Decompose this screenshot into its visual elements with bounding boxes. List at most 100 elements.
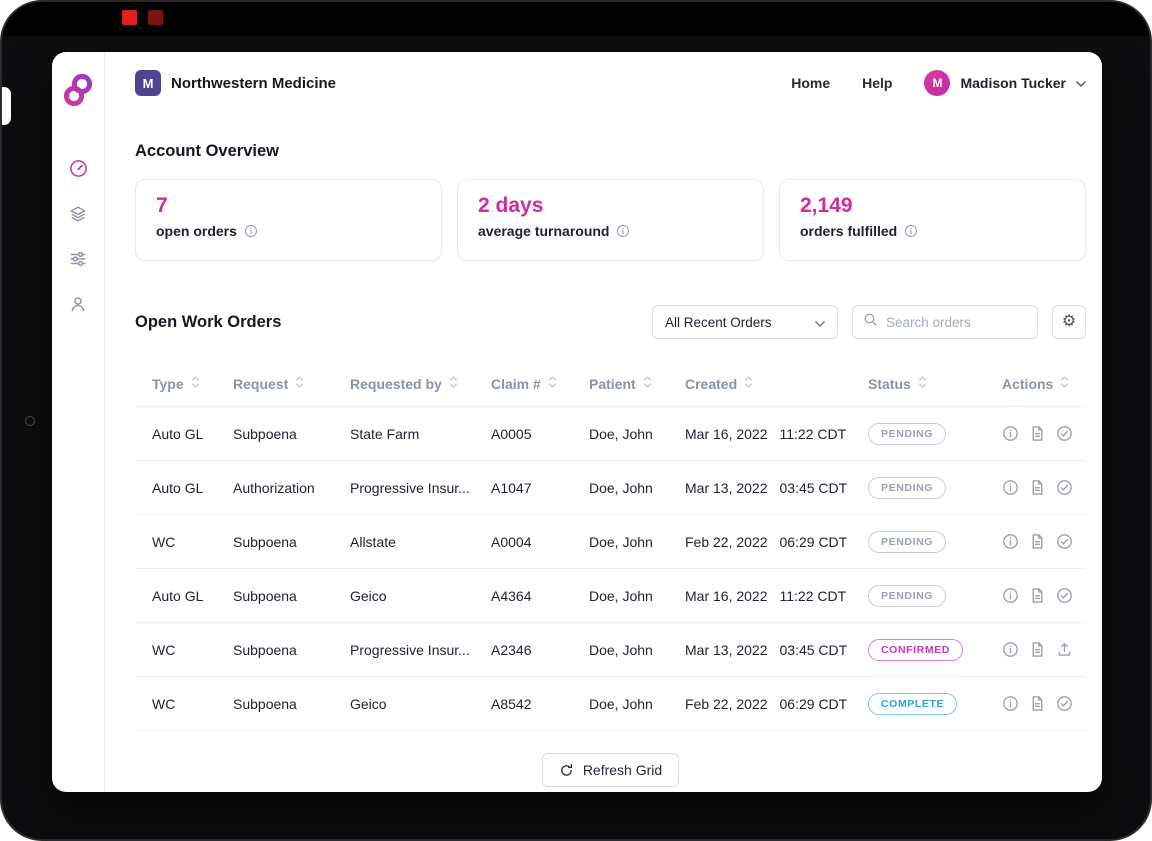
cell-requested-by: State Farm: [350, 425, 420, 442]
document-icon[interactable]: [1029, 695, 1046, 712]
column-label: Actions: [1002, 375, 1054, 392]
chevron-down-icon: [1076, 81, 1086, 87]
table-row: Auto GL Subpoena Geico A4364 Doe, John Mar 16…: [135, 569, 1086, 623]
cell-type: WC: [152, 641, 176, 658]
cell-type: Auto GL: [152, 479, 204, 496]
profile-icon[interactable]: [69, 295, 87, 313]
sort-icon: [643, 375, 652, 392]
document-icon[interactable]: [1029, 425, 1046, 442]
check-icon[interactable]: [1056, 425, 1073, 442]
status-badge: PENDING: [868, 476, 947, 499]
sort-icon: [744, 375, 753, 392]
cell-created: Feb 22, 2022 06:29 CDT: [685, 695, 848, 712]
info-icon[interactable]: [1002, 479, 1019, 496]
dashboard-gauge-icon[interactable]: [69, 159, 88, 178]
column-header-actions[interactable]: Actions: [1002, 375, 1086, 392]
info-icon[interactable]: [1002, 533, 1019, 550]
cell-claim: A8542: [491, 695, 532, 712]
cell-actions: [1002, 641, 1086, 658]
nav-home[interactable]: Home: [791, 75, 831, 91]
search-box[interactable]: [852, 305, 1038, 339]
column-header-claim[interactable]: Claim #: [491, 375, 589, 392]
cell-claim: A2346: [491, 641, 532, 658]
cell-created: Mar 13, 2022 03:45 CDT: [685, 479, 848, 496]
app-logo-icon[interactable]: [62, 72, 94, 113]
cell-created: Mar 16, 2022 11:22 CDT: [685, 425, 847, 442]
table-body: Auto GL Subpoena State Farm A0005 Doe, John M…: [135, 407, 1086, 731]
document-icon[interactable]: [1029, 641, 1046, 658]
table-row: Auto GL Authorization Progressive Insur...…: [135, 461, 1086, 515]
column-header-status[interactable]: Status: [868, 375, 1002, 392]
search-input[interactable]: [886, 314, 1027, 330]
frame-dot: [25, 416, 35, 426]
cell-patient: Doe, John: [589, 587, 653, 604]
info-icon[interactable]: [904, 224, 918, 238]
user-menu[interactable]: M Madison Tucker: [924, 70, 1086, 96]
check-icon[interactable]: [1056, 587, 1073, 604]
info-icon[interactable]: [1002, 425, 1019, 442]
table-row: Auto GL Subpoena State Farm A0005 Doe, John M…: [135, 407, 1086, 461]
cell-patient: Doe, John: [589, 479, 653, 496]
column-label: Type: [152, 375, 184, 392]
column-label: Claim #: [491, 375, 541, 392]
avatar: M: [924, 70, 951, 96]
stat-value: 2,149: [800, 194, 853, 217]
cell-request: Subpoena: [233, 425, 297, 442]
cell-patient: Doe, John: [589, 533, 653, 550]
info-icon[interactable]: [616, 224, 630, 238]
orders-filter-select[interactable]: All Recent Orders: [652, 305, 838, 339]
document-icon[interactable]: [1029, 479, 1046, 496]
cell-status: PENDING: [868, 422, 1002, 445]
column-label: Created: [685, 375, 738, 392]
org-brand: M Northwestern Medicine: [135, 70, 336, 96]
document-icon[interactable]: [1029, 533, 1046, 550]
check-icon[interactable]: [1056, 533, 1073, 550]
account-overview-title: Account Overview: [135, 142, 279, 160]
cell-claim: A0004: [491, 533, 532, 550]
info-icon[interactable]: [1002, 695, 1019, 712]
column-label: Status: [868, 375, 911, 392]
refresh-grid-button[interactable]: Refresh Grid: [541, 753, 680, 787]
cell-created: Mar 16, 2022 11:22 CDT: [685, 587, 847, 604]
info-icon[interactable]: [1002, 641, 1019, 658]
sidebar-nav: [69, 159, 88, 313]
cell-request: Subpoena: [233, 695, 297, 712]
orders-table: Type Request Requested by Claim # Patient Cre…: [135, 361, 1086, 731]
column-header-created[interactable]: Created: [685, 375, 868, 392]
cell-claim: A0005: [491, 425, 532, 442]
org-logo: M: [135, 70, 161, 96]
check-icon[interactable]: [1056, 695, 1073, 712]
stat-card-average-turnaround: 2 days average turnaround: [457, 179, 764, 261]
info-icon[interactable]: [1002, 587, 1019, 604]
cell-created: Feb 22, 2022 06:29 CDT: [685, 533, 848, 550]
column-header-request[interactable]: Request: [233, 375, 350, 392]
cell-created: Mar 13, 2022 03:45 CDT: [685, 641, 848, 658]
column-label: Patient: [589, 375, 636, 392]
cell-actions: [1002, 695, 1086, 712]
document-icon[interactable]: [1029, 587, 1046, 604]
sliders-icon[interactable]: [69, 250, 87, 268]
cell-type: WC: [152, 695, 176, 712]
upload-icon[interactable]: [1056, 641, 1073, 658]
column-header-type[interactable]: Type: [152, 375, 233, 392]
column-header-requested-by[interactable]: Requested by: [350, 375, 491, 392]
app-window: M Northwestern Medicine Home Help M Madi…: [52, 52, 1102, 792]
layers-icon[interactable]: [69, 205, 87, 223]
cell-actions: [1002, 479, 1086, 496]
cell-requested-by: Progressive Insur...: [350, 479, 470, 496]
stat-card-open-orders: 7 open orders: [135, 179, 442, 261]
cell-requested-by: Geico: [350, 695, 387, 712]
chevron-down-icon: [815, 315, 825, 330]
settings-button[interactable]: ⚙: [1052, 305, 1086, 339]
user-name: Madison Tucker: [960, 75, 1066, 91]
nav-help[interactable]: Help: [862, 75, 893, 91]
check-icon[interactable]: [1056, 479, 1073, 496]
sort-icon: [548, 375, 557, 392]
orders-toolbar: Open Work Orders All Recent Orders ⚙: [135, 305, 1086, 339]
table-row: WC Subpoena Allstate A0004 Doe, John Feb 22, …: [135, 515, 1086, 569]
main-content: M Northwestern Medicine Home Help M Madi…: [105, 52, 1102, 792]
column-header-patient[interactable]: Patient: [589, 375, 685, 392]
cell-requested-by: Allstate: [350, 533, 396, 550]
info-icon[interactable]: [244, 224, 258, 238]
gear-icon: ⚙: [1061, 313, 1077, 330]
